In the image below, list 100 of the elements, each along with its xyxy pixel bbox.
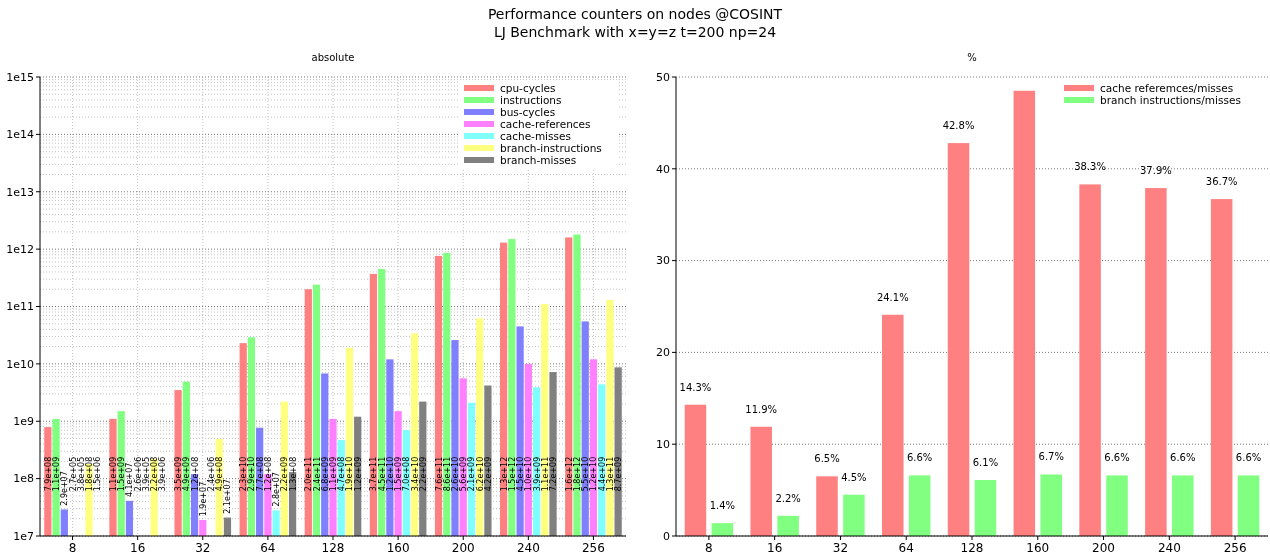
data-label: 38.3% — [1074, 161, 1106, 173]
data-label: 7.9e+08 — [43, 456, 53, 492]
y-tick-label: 30 — [656, 254, 670, 268]
data-label: 14.3% — [679, 381, 712, 393]
x-tick-label: 32 — [195, 541, 211, 555]
data-label: 6.6% — [1170, 452, 1196, 464]
data-label: 4.5e+11 — [377, 456, 387, 492]
data-label: 6.2e+10 — [475, 456, 485, 492]
data-label: 5.6e+09 — [459, 456, 469, 492]
x-tick-label: 128 — [960, 541, 984, 555]
x-tick-label: 200 — [1092, 541, 1116, 555]
legend-label: cache-references — [500, 117, 591, 130]
legend-label: branch instructions/misses — [1100, 93, 1241, 106]
x-tick-label: 64 — [260, 541, 276, 555]
y-tick-label: 1e10 — [6, 357, 34, 371]
data-label: 1.9e+10 — [345, 456, 355, 492]
y-tick-label: 0 — [663, 529, 670, 543]
text: 3.9e+05 — [141, 456, 151, 492]
data-label: 4.1e+07 — [125, 462, 135, 498]
data-label: 1.9e+07 — [198, 481, 208, 517]
data-label: 42.8% — [942, 120, 975, 132]
data-label: 6.7% — [1038, 451, 1064, 463]
data-label: 4.4e+09 — [597, 456, 607, 492]
x-tick-label: 240 — [1157, 541, 1181, 555]
text: absolute — [311, 52, 355, 63]
y-tick-label: 1e13 — [6, 185, 34, 199]
text: 2.4e+06 — [207, 456, 217, 492]
legend-label: cache referemces/misses — [1100, 81, 1234, 94]
chart-subtitle: LJ Benchmark with x=y=z t=200 np=24 — [493, 24, 777, 40]
data-label: 8.6e+11 — [442, 456, 452, 492]
bar — [750, 426, 772, 536]
bar — [843, 494, 865, 536]
data-label: 3.9e+09 — [532, 456, 542, 492]
bar — [1040, 474, 1062, 536]
text: 1.5e+06 — [93, 456, 103, 492]
bar — [1013, 90, 1036, 536]
data-label: 2.9e+10 — [247, 456, 257, 492]
data-label: 1.6e+12 — [564, 456, 574, 492]
data-label: 6.8e+09 — [320, 456, 330, 492]
data-label: 24.1% — [876, 291, 909, 303]
x-tick-label: 256 — [581, 541, 605, 555]
y-tick-label: 1e8 — [13, 472, 34, 486]
data-label: 2.6e+10 — [450, 456, 460, 492]
data-label: 1.4% — [709, 500, 736, 512]
data-label: 4.9e+09 — [182, 456, 192, 492]
bar — [1237, 475, 1260, 536]
y-tick-label: 50 — [656, 70, 670, 84]
data-label: 6.6% — [906, 452, 933, 464]
data-label: 6.6% — [1235, 452, 1262, 464]
data-label: 1.3e+12 — [499, 456, 509, 492]
bar — [816, 476, 838, 536]
chart-title: Performance counters on nodes @COSINT — [487, 6, 783, 22]
data-label: 7.7e+08 — [255, 456, 265, 492]
data-label: 1.1e+09 — [329, 456, 338, 492]
data-label: 3.4e+10 — [410, 456, 420, 492]
data-label: 1.3e+11 — [605, 456, 615, 492]
data-label: 1.1e+11 — [540, 456, 550, 492]
bar — [882, 314, 904, 536]
data-label: 7.2e+09 — [549, 456, 559, 492]
legend-label: instructions — [500, 93, 562, 106]
data-label: 7.0e+08 — [402, 456, 412, 492]
legend-label: cache-misses — [500, 129, 571, 142]
data-label: 4.5e+10 — [516, 456, 526, 492]
data-label: 2.2% — [775, 492, 801, 504]
data-label: 1.2e+08 — [263, 456, 273, 492]
data-label: 1.3e+08 — [288, 456, 298, 492]
data-label: 2.3e+10 — [239, 456, 249, 492]
y-tick-label: 1e9 — [13, 415, 34, 429]
legend-label: branch-misses — [500, 153, 577, 166]
bar — [908, 475, 931, 536]
data-label: 6.1% — [972, 457, 999, 468]
data-label: 2.2e+09 — [418, 456, 428, 492]
x-tick-label: 256 — [1223, 541, 1247, 555]
data-label: 2.2e+09 — [280, 456, 290, 492]
bar — [1172, 475, 1194, 536]
data-label: 4.5% — [841, 471, 867, 483]
data-label: 1.8e+08 — [85, 456, 95, 492]
bar — [711, 523, 734, 536]
data-label: 2.8e+07 — [272, 472, 282, 507]
data-label: 1.5e+09 — [394, 456, 404, 492]
data-label: 1.1e+09 — [52, 456, 62, 492]
legend-label: bus-cycles — [500, 105, 556, 118]
x-tick-label: 64 — [898, 541, 914, 555]
y-tick-label: 1e12 — [6, 242, 34, 256]
data-label: 1.0e+10 — [524, 456, 534, 492]
data-label: 2.9e+07 — [60, 471, 70, 506]
y-tick-label: 20 — [656, 346, 670, 360]
x-tick-label: 8 — [68, 541, 77, 555]
x-tick-label: 240 — [516, 541, 540, 555]
data-label: 2.1e+07 — [223, 479, 233, 514]
data-label: 4.2e+09 — [483, 456, 493, 492]
bar — [777, 515, 799, 536]
bar — [1106, 475, 1128, 536]
data-label: 4.7e+08 — [337, 456, 347, 492]
legend-label: branch-instructions — [500, 141, 602, 154]
x-tick-label: 16 — [130, 541, 146, 555]
data-label: 1.2e+09 — [353, 456, 363, 492]
data-label: 2.1e+09 — [467, 456, 477, 492]
data-label: 3.7e+11 — [369, 456, 379, 492]
data-label: 1.2e+10 — [589, 456, 599, 492]
